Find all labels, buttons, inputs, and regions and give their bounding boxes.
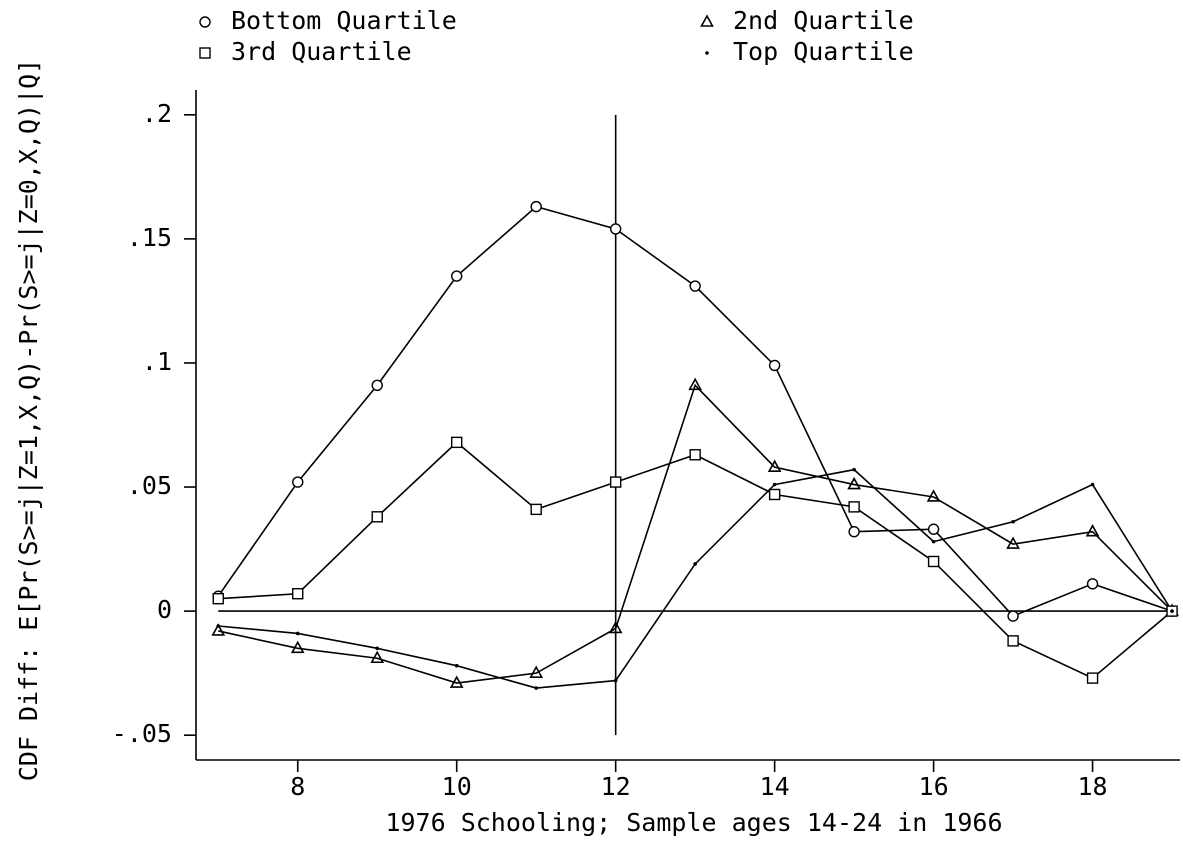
marker-square xyxy=(212,593,224,605)
marker-dot xyxy=(852,467,856,472)
marker-circle xyxy=(1086,578,1099,590)
marker-square xyxy=(1086,672,1099,684)
marker-square xyxy=(292,588,304,600)
marker-square xyxy=(768,488,781,501)
marker-circle xyxy=(848,526,860,538)
x-axis-label: 1976 Schooling; Sample ages 14-24 in 196… xyxy=(385,808,1002,837)
x-tick-label: 10 xyxy=(442,772,472,801)
marker-dot xyxy=(1090,482,1095,487)
marker-square xyxy=(927,555,940,568)
marker-dot xyxy=(216,624,221,628)
legend-label: 2nd Quartile xyxy=(733,6,914,35)
marker-circle xyxy=(1007,610,1019,622)
marker-dot xyxy=(613,678,618,683)
x-tick-label: 16 xyxy=(919,772,949,801)
legend-marker xyxy=(199,47,211,59)
marker-circle xyxy=(530,200,542,213)
marker-triangle xyxy=(608,620,623,634)
marker-triangle xyxy=(529,665,544,678)
series-line xyxy=(218,441,1173,680)
y-tick-label: .05 xyxy=(127,471,172,500)
marker-dot xyxy=(295,631,300,636)
marker-circle xyxy=(927,523,940,535)
marker-dot xyxy=(1170,609,1174,613)
marker-triangle xyxy=(290,640,305,654)
y-tick-label: .15 xyxy=(127,223,172,252)
marker-dot xyxy=(1011,519,1015,524)
x-tick-label: 8 xyxy=(290,772,305,801)
marker-circle xyxy=(451,270,463,282)
marker-circle xyxy=(689,280,701,292)
x-tick-label: 18 xyxy=(1078,772,1108,801)
marker-triangle xyxy=(211,623,226,636)
marker-square xyxy=(848,501,860,513)
y-tick-label: 0 xyxy=(157,595,172,624)
legend-marker xyxy=(700,14,714,27)
legend-marker xyxy=(199,16,211,28)
marker-square xyxy=(451,436,463,449)
marker-circle xyxy=(371,379,383,391)
marker-square xyxy=(371,511,383,523)
y-tick-label: .2 xyxy=(142,99,172,128)
marker-square xyxy=(1007,635,1019,647)
legend-label: Bottom Quartile xyxy=(231,6,457,35)
marker-dot xyxy=(454,663,459,668)
marker-circle xyxy=(609,223,622,235)
y-tick-label: -.05 xyxy=(112,719,172,748)
marker-square xyxy=(689,449,701,461)
marker-dot xyxy=(931,539,936,544)
series-line xyxy=(217,205,1173,618)
marker-circle xyxy=(292,476,304,488)
x-tick-label: 14 xyxy=(760,772,790,801)
marker-dot xyxy=(534,686,538,690)
marker-triangle xyxy=(688,377,703,391)
marker-circle xyxy=(768,359,781,372)
marker-triangle xyxy=(926,489,941,502)
y-tick-label: .1 xyxy=(142,347,172,376)
marker-dot xyxy=(693,562,697,566)
marker-dot xyxy=(772,482,777,487)
legend-label: Top Quartile xyxy=(733,37,914,66)
marker-triangle xyxy=(370,650,385,664)
marker-square xyxy=(530,503,542,516)
series-line xyxy=(218,383,1173,684)
marker-triangle xyxy=(847,476,861,490)
marker-triangle xyxy=(1085,524,1100,537)
y-axis-label: CDF Diff: E[Pr(S>=j|Z=1,X,Q)-Pr(S>=j|Z=0… xyxy=(14,59,43,781)
legend-label: 3rd Quartile xyxy=(231,37,412,66)
series-line xyxy=(218,468,1173,689)
marker-square xyxy=(609,476,622,488)
marker-triangle xyxy=(1006,536,1020,549)
marker-triangle xyxy=(449,675,464,688)
x-tick-label: 12 xyxy=(601,772,631,801)
marker-dot xyxy=(375,646,380,651)
legend-marker xyxy=(705,51,709,55)
marker-triangle xyxy=(767,459,782,472)
